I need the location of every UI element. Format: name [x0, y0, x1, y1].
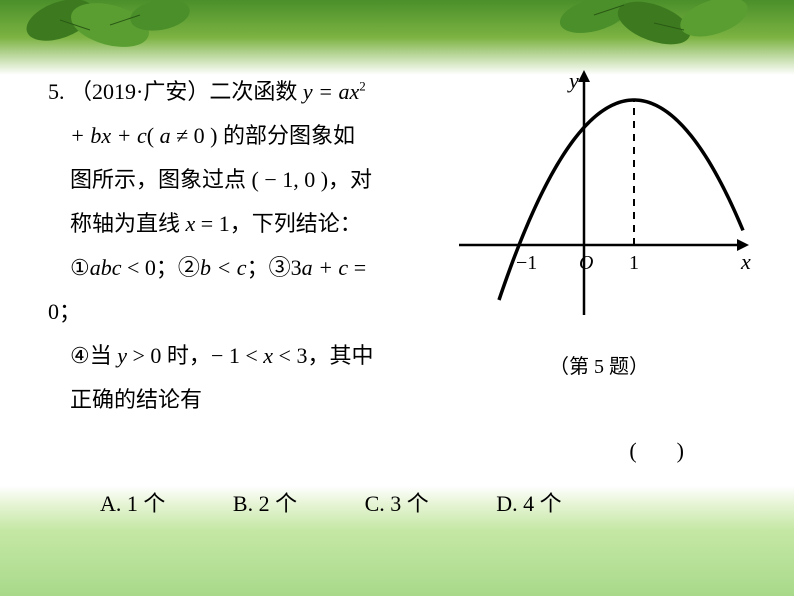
- q-line6-pre: ④当: [70, 343, 117, 368]
- q-line6-post: ，其中: [307, 343, 373, 368]
- svg-text:x: x: [740, 249, 751, 274]
- q-c3-end: ；: [59, 299, 81, 324]
- q-line6-mid: 时，: [161, 343, 211, 368]
- q-line2-paren: (: [147, 123, 160, 148]
- question-number: 5.: [48, 79, 65, 104]
- paren-left: (: [629, 438, 676, 463]
- option-c: C. 3 个: [365, 486, 429, 518]
- q-c2: ；②: [156, 255, 200, 280]
- svg-text:O: O: [579, 252, 593, 274]
- q-c3: ；③: [247, 255, 291, 280]
- leaf-decoration-left: [20, 0, 200, 80]
- q-c1-op: < 0: [122, 255, 156, 280]
- svg-text:y: y: [567, 68, 579, 93]
- option-a: A. 1 个: [100, 486, 165, 518]
- q-line1-pre: 二次函数: [209, 79, 303, 104]
- chart-container: y x O −1 1 （第 5 题）: [439, 65, 759, 379]
- q-c3-eq2: a + c: [302, 255, 349, 280]
- leaf-decoration-right: [544, 0, 764, 70]
- q-neq: ≠ 0 ) 的部分图象如: [171, 123, 355, 148]
- q-line6-eq2a: − 1 <: [211, 343, 263, 368]
- q-line3: 图所示，图象过点 ( − 1, 0 )，对: [70, 167, 372, 192]
- q-line7: 正确的结论有: [70, 387, 202, 412]
- question-source: （2019·广安）: [70, 79, 209, 104]
- svg-text:1: 1: [629, 252, 639, 274]
- svg-text:−1: −1: [516, 252, 537, 274]
- q-line4-eq: x: [186, 211, 196, 236]
- options-row: A. 1 个 B. 2 个 C. 3 个 D. 4 个: [100, 486, 740, 518]
- option-d: D. 4 个: [496, 486, 561, 518]
- q-aneq: a: [160, 123, 171, 148]
- question-text-block: 5. （2019·广安）二次函数 y = ax2 + bx + c( a ≠ 0…: [48, 70, 398, 422]
- answer-paren: (): [629, 438, 724, 464]
- q-line6-eq2b: x: [263, 343, 273, 368]
- q-line4-pre: 称轴为直线: [70, 211, 186, 236]
- q-c2-eq: b < c: [200, 255, 247, 280]
- q-line1-eq: y = ax: [303, 79, 359, 104]
- q-c3-eq: 3: [291, 255, 302, 280]
- option-b: B. 2 个: [233, 486, 297, 518]
- q-exp: 2: [359, 79, 366, 94]
- chart-caption: （第 5 题）: [439, 350, 759, 379]
- parabola-chart: y x O −1 1: [439, 65, 759, 325]
- q-c1-eq: abc: [90, 255, 122, 280]
- q-line6-eq1: y: [117, 343, 127, 368]
- q-line6-op1: > 0: [127, 343, 161, 368]
- q-c1: ①: [70, 255, 90, 280]
- paren-right: ): [677, 438, 724, 463]
- q-line4-post: ，下列结论：: [230, 211, 362, 236]
- q-line4-eq2: = 1: [195, 211, 229, 236]
- q-line6-eq2c: < 3: [273, 343, 307, 368]
- q-line2-eq: + bx + c: [70, 123, 147, 148]
